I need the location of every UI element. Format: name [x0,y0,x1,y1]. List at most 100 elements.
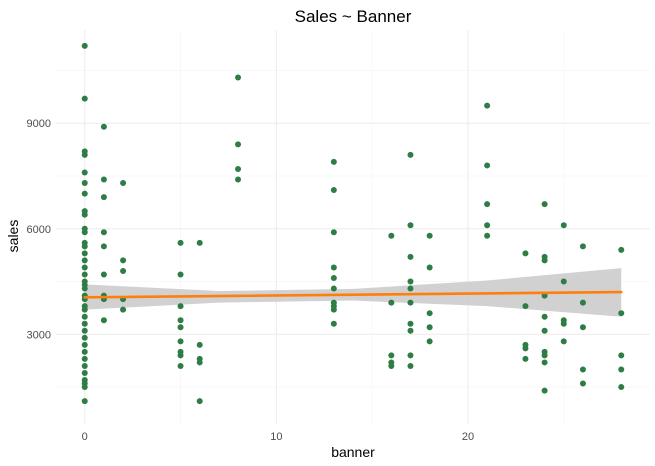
data-point [81,369,88,376]
data-point [330,229,337,236]
data-point [81,169,88,176]
data-point [177,317,184,324]
data-point [81,180,88,187]
data-point [81,384,88,391]
data-point [330,264,337,271]
y-axis-label: sales [5,220,21,253]
data-point [407,222,414,229]
data-point [100,194,107,201]
data-point [100,229,107,236]
data-point [541,327,548,334]
data-point [407,299,414,306]
data-point [579,324,586,331]
data-point [81,229,88,236]
data-point [81,355,88,362]
x-tick-label: 0 [82,431,88,443]
y-tick-label: 9000 [27,118,51,130]
data-point [120,180,127,187]
data-point [100,317,107,324]
y-tick-label: 6000 [27,224,51,236]
data-point [120,257,127,264]
data-point [177,239,184,246]
data-point [177,362,184,369]
data-point [177,352,184,359]
data-point [81,334,88,341]
data-point [522,303,529,310]
data-point [579,366,586,373]
data-point [81,190,88,197]
data-point [426,310,433,317]
data-point [81,42,88,49]
data-point [81,327,88,334]
data-point [407,362,414,369]
data-point [177,324,184,331]
data-point [388,352,395,359]
data-point [426,338,433,345]
data-point [579,380,586,387]
data-point [560,222,567,229]
data-point [196,359,203,366]
data-point [541,257,548,264]
data-point [330,285,337,292]
data-point [81,243,88,250]
data-point [541,201,548,208]
data-point [407,253,414,260]
data-point [426,264,433,271]
data-point [560,320,567,327]
data-point [81,271,88,278]
data-point [388,362,395,369]
data-point [484,201,491,208]
regression-line-path [83,290,623,299]
x-tick-label: 20 [462,431,474,443]
data-point [618,310,625,317]
data-point [426,324,433,331]
data-point [484,162,491,169]
data-point [407,278,414,285]
data-point [120,306,127,313]
x-tick-label: 10 [270,431,282,443]
data-point [81,313,88,320]
chart-title: Sales ~ Banner [295,7,412,26]
data-point [407,285,414,292]
data-point [541,359,548,366]
data-point [196,341,203,348]
data-point [579,299,586,306]
data-point [618,384,625,391]
data-point [81,264,88,271]
data-point [579,243,586,250]
data-point [560,278,567,285]
data-point [484,102,491,109]
data-point [541,313,548,320]
data-point [522,355,529,362]
data-point [330,275,337,282]
data-point [541,387,548,394]
data-point [618,246,625,253]
data-point [100,271,107,278]
data-point [330,158,337,165]
data-point [81,398,88,405]
data-point [330,320,337,327]
data-point [196,398,203,405]
data-point [177,338,184,345]
regression-line [83,290,623,299]
data-point [235,74,242,81]
x-axis-label: banner [331,444,375,460]
data-point [407,352,414,359]
data-point [522,345,529,352]
data-point [100,123,107,130]
data-point [196,239,203,246]
data-point [100,176,107,183]
data-point [81,362,88,369]
data-point [81,306,88,313]
y-tick-label: 3000 [27,329,51,341]
data-point [100,243,107,250]
data-point [484,232,491,239]
data-point [81,95,88,102]
data-point [81,211,88,218]
data-point [484,222,491,229]
data-point [388,299,395,306]
data-point [407,320,414,327]
data-point [388,232,395,239]
data-points [81,42,625,405]
